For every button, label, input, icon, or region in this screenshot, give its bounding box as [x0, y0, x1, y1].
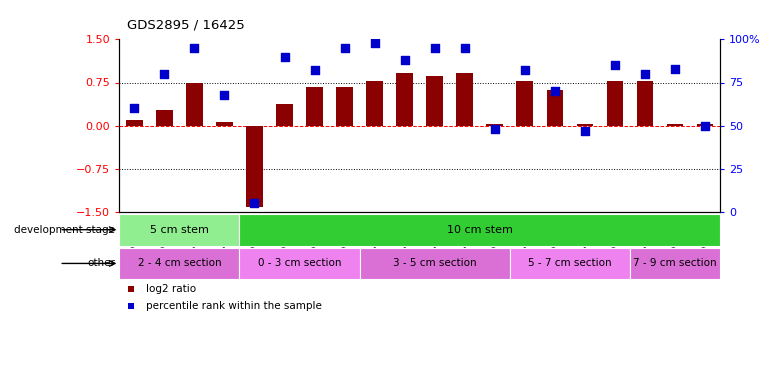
Text: 5 - 7 cm section: 5 - 7 cm section — [528, 258, 611, 268]
Text: development stage: development stage — [15, 225, 116, 235]
Text: other: other — [88, 258, 116, 268]
Point — [549, 88, 561, 94]
Point — [608, 62, 621, 68]
Bar — [577, 124, 593, 126]
Point — [219, 92, 231, 98]
Text: 2 - 4 cm section: 2 - 4 cm section — [138, 258, 221, 268]
Bar — [607, 81, 623, 126]
Bar — [637, 81, 653, 126]
Point — [639, 71, 651, 77]
Bar — [186, 82, 203, 126]
Point — [188, 45, 200, 51]
Bar — [367, 81, 383, 126]
Text: 3 - 5 cm section: 3 - 5 cm section — [393, 258, 477, 268]
Bar — [119, 214, 239, 246]
Bar — [697, 124, 713, 126]
Bar — [487, 124, 503, 126]
Bar — [630, 248, 720, 279]
Bar — [239, 248, 360, 279]
Point — [699, 123, 711, 129]
Text: percentile rank within the sample: percentile rank within the sample — [146, 300, 323, 310]
Bar — [126, 120, 142, 126]
Point — [399, 57, 411, 63]
Text: 0 - 3 cm section: 0 - 3 cm section — [258, 258, 341, 268]
Text: GDS2895 / 16425: GDS2895 / 16425 — [127, 19, 245, 32]
Text: log2 ratio: log2 ratio — [146, 284, 196, 294]
Bar — [547, 90, 563, 126]
Point — [159, 71, 171, 77]
Point — [668, 66, 681, 72]
Bar — [336, 87, 353, 126]
Point — [489, 126, 501, 132]
Bar — [239, 214, 720, 246]
Point — [428, 45, 440, 51]
Text: 5 cm stem: 5 cm stem — [150, 225, 209, 235]
Bar — [216, 122, 233, 126]
Bar — [427, 76, 443, 126]
Point — [459, 45, 471, 51]
Point — [126, 286, 138, 292]
Text: 7 - 9 cm section: 7 - 9 cm section — [633, 258, 717, 268]
Point — [369, 40, 381, 46]
Point — [126, 303, 138, 309]
Bar — [457, 73, 473, 126]
Bar — [276, 104, 293, 126]
Point — [128, 105, 141, 111]
Bar — [517, 81, 533, 126]
Bar — [119, 248, 239, 279]
Bar — [510, 248, 630, 279]
Point — [519, 68, 531, 74]
Point — [339, 45, 351, 51]
Bar — [156, 110, 172, 126]
Bar — [360, 248, 510, 279]
Bar — [246, 126, 263, 207]
Bar — [667, 124, 683, 126]
Point — [308, 68, 321, 74]
Point — [279, 54, 291, 60]
Text: 10 cm stem: 10 cm stem — [447, 225, 513, 235]
Bar — [306, 87, 323, 126]
Point — [579, 128, 591, 134]
Point — [248, 200, 260, 206]
Bar — [397, 73, 413, 126]
